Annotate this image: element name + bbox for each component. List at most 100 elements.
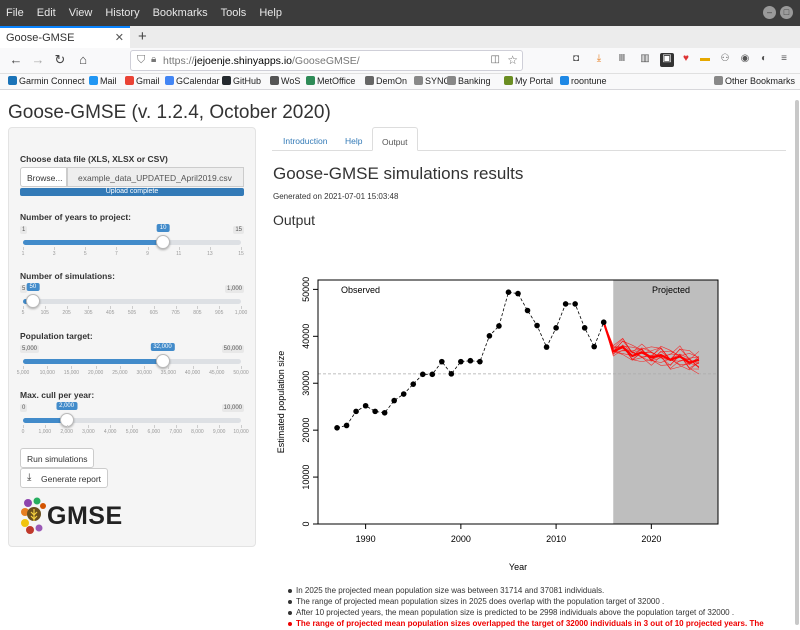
slider-handle[interactable] xyxy=(156,235,171,249)
lock-icon[interactable]: 🔒︎ xyxy=(151,54,157,65)
slider-tick xyxy=(241,306,242,309)
slider-value-label: 50 xyxy=(26,283,40,291)
bookmark-gcalendar[interactable]: GCalendar xyxy=(165,76,220,86)
bookmark-my-portal[interactable]: My Portal xyxy=(504,76,553,86)
tracking-shield-icon[interactable]: ⛉ xyxy=(137,54,146,66)
slider-track[interactable] xyxy=(23,418,241,423)
tab-help[interactable]: Help xyxy=(345,136,363,146)
slider-tick-label: 405 xyxy=(106,310,115,316)
slider-tick-label: 50,000 xyxy=(233,370,249,376)
heart-icon[interactable]: ♥ xyxy=(683,53,689,64)
url-bar[interactable]: ⛉ 🔒︎ https://jejoenje.shinyapps.io/Goose… xyxy=(130,50,523,71)
slider-max-label: 1,000 xyxy=(224,285,244,293)
new-tab-icon[interactable]: + xyxy=(138,28,147,45)
bookmark-github[interactable]: GitHub xyxy=(222,76,261,86)
slider-tick-label: 10,000 xyxy=(233,429,249,435)
extension-icon[interactable]: ⚇ xyxy=(720,53,730,64)
page-scrollbar[interactable] xyxy=(795,100,799,625)
run-simulations-button[interactable]: Run simulations xyxy=(20,448,95,468)
slider-ticks: 0 1,000 2,000 3,000 4,000 5,000 6,000 7,000 8,00… xyxy=(22,425,249,437)
tab-introduction[interactable]: Introduction xyxy=(283,136,328,146)
slider-handle[interactable] xyxy=(155,354,170,368)
slider-min-label: 5,000 xyxy=(20,345,40,353)
menu-history[interactable]: History xyxy=(105,7,140,19)
menu-help[interactable]: Help xyxy=(259,7,282,19)
generate-report-button[interactable]: ⤓ Generate report xyxy=(20,468,109,488)
home-icon[interactable]: ⌂ xyxy=(79,52,87,67)
browse-button[interactable]: Browse... xyxy=(20,167,67,187)
os-menubar: File Edit View History Bookmarks Tools Help – □ xyxy=(0,0,800,26)
y-tick-label: 10000 xyxy=(301,465,311,490)
slider-handle[interactable] xyxy=(25,294,40,308)
bookmark-banking[interactable]: Banking xyxy=(447,76,491,86)
slider-max-label: 15 xyxy=(233,226,244,234)
slider-tick xyxy=(23,306,24,309)
menu-icon[interactable]: ≡ xyxy=(781,53,787,64)
menu-bookmarks[interactable]: Bookmarks xyxy=(152,7,208,19)
bookmark-star-icon[interactable]: ☆ xyxy=(507,53,518,67)
bookmark-favicon-icon xyxy=(714,76,723,85)
projected-mean-line xyxy=(602,321,700,364)
slider-tick-label: 15 xyxy=(238,251,244,257)
projection-run-line xyxy=(603,322,700,360)
menu-view[interactable]: View xyxy=(68,7,93,19)
browser-tab-active[interactable]: Goose-GMSE ✕ xyxy=(0,26,130,48)
forward-icon[interactable]: → xyxy=(31,52,45,67)
slider-tick-label: 205 xyxy=(62,310,71,316)
bookmark-label: MetOffice xyxy=(317,76,356,86)
folder-icon[interactable]: ▬ xyxy=(700,53,710,64)
slider-tick xyxy=(219,306,221,309)
slider-tick xyxy=(168,366,170,369)
bookmark-garmin-connect[interactable]: Garmin Connect xyxy=(8,76,85,86)
extension-badge-icon[interactable]: ▣ xyxy=(660,53,674,67)
maximize-window-icon[interactable]: □ xyxy=(780,6,793,19)
bookmark-other-bookmarks[interactable]: Other Bookmarks xyxy=(714,76,795,86)
bookmark-label: Gmail xyxy=(136,76,160,86)
observed-point xyxy=(458,358,464,365)
observed-point xyxy=(439,358,445,365)
slider-value-label: 2,000 xyxy=(56,402,78,410)
slider-tick-label: 35,000 xyxy=(160,370,176,376)
generate-report-label: Generate report xyxy=(41,474,102,484)
bookmark-demon[interactable]: DemOn xyxy=(365,76,407,86)
gmse-logo-text: GMSE xyxy=(47,502,123,530)
slider-tick xyxy=(116,247,118,250)
back-icon[interactable]: ← xyxy=(9,52,23,67)
simulations-slider[interactable]: 5 1,000 50 5 105 205 305 405 505 605 705 805 905 1,00… xyxy=(20,283,247,327)
observed-point xyxy=(391,397,397,404)
app-title: Goose-GMSE (v. 1.2.4, October 2020) xyxy=(8,102,331,123)
extension-dark-icon[interactable]: ◉ xyxy=(740,53,750,64)
reload-icon[interactable]: ↻ xyxy=(54,52,66,67)
close-tab-icon[interactable]: ✕ xyxy=(114,32,124,44)
bookmark-gmail[interactable]: Gmail xyxy=(125,76,160,86)
slider-tick xyxy=(192,366,194,369)
download-icon[interactable]: ⤓ xyxy=(596,53,602,64)
slider-tick xyxy=(216,366,218,369)
years-slider[interactable]: 1 15 10 1 3 5 7 9 11 13 15 xyxy=(20,224,244,268)
cull-slider[interactable]: 0 10,000 2,000 0 1,000 2,000 3,000 4,000 5,000 6,… xyxy=(20,402,249,446)
bookmark-metoffice[interactable]: MetOffice xyxy=(306,76,355,86)
minimize-window-icon[interactable]: – xyxy=(763,6,776,19)
sidebar-toggle-icon[interactable]: ▥ xyxy=(640,53,650,64)
library-icon[interactable]: Ⅲ xyxy=(618,53,626,64)
generated-timestamp: Generated on 2021-07-01 15:03:48 xyxy=(273,192,399,201)
slider-track[interactable] xyxy=(23,299,241,304)
bookmark-mail[interactable]: Mail xyxy=(89,76,117,86)
tab-output[interactable]: Output xyxy=(372,127,418,151)
menu-edit[interactable]: Edit xyxy=(36,7,56,19)
pocket-icon[interactable]: ◫ xyxy=(490,54,500,65)
slider-tick-label: 505 xyxy=(127,310,137,316)
observed-point xyxy=(515,290,521,297)
bookmark-sync[interactable]: SYNC xyxy=(414,76,450,86)
observed-point xyxy=(410,381,417,387)
bookmark-roontune[interactable]: roontune xyxy=(560,76,607,86)
slider-tick xyxy=(144,366,146,369)
bookmark-wos[interactable]: WoS xyxy=(270,76,300,86)
pocket-toolbar-icon[interactable]: ◘ xyxy=(572,53,580,64)
menu-file[interactable]: File xyxy=(6,7,24,19)
projection-run-line xyxy=(603,322,700,364)
target-slider[interactable]: 5,000 50,000 32,000 5,000 10,000 15,000 20,000… xyxy=(17,343,249,387)
menu-tools[interactable]: Tools xyxy=(220,7,247,19)
account-icon[interactable]: ◐ xyxy=(760,53,768,64)
file-name-field[interactable]: example_data_UPDATED_April2019.csv xyxy=(67,167,244,187)
